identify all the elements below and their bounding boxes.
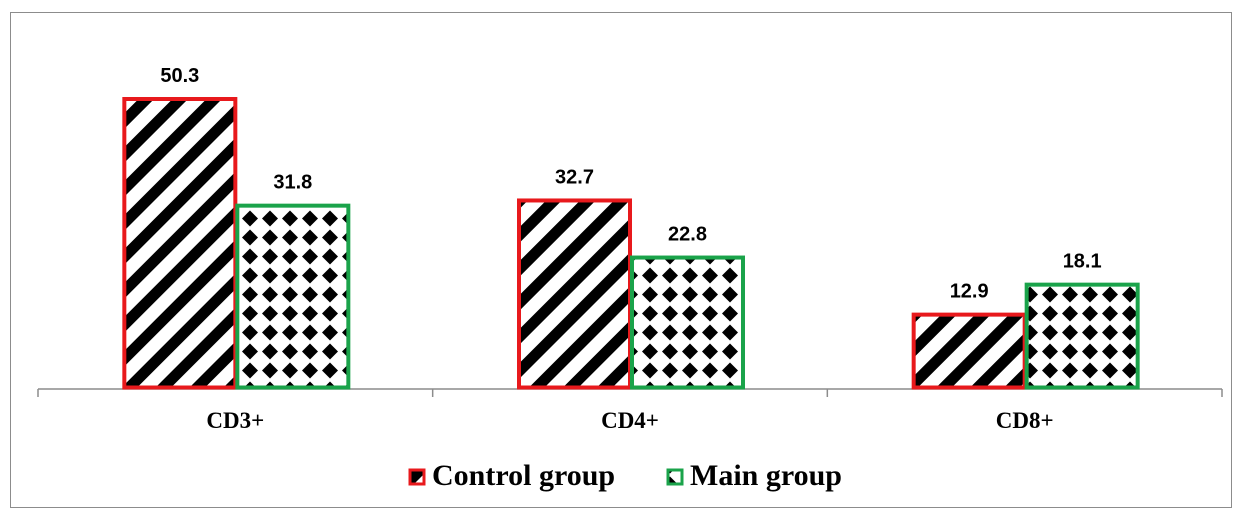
category-label: CD4+ [601, 408, 659, 433]
legend-swatch [408, 468, 426, 486]
bar-control-group-cd3plus [122, 97, 238, 390]
legend-label: Control group [432, 459, 615, 492]
data-label: 18.1 [1063, 251, 1102, 273]
legend-label: Main group [690, 459, 842, 492]
data-label: 12.9 [950, 281, 989, 303]
category-label: CD8+ [996, 408, 1054, 433]
bar-main-group-cd4plus [630, 255, 745, 390]
data-label: 32.7 [555, 166, 594, 188]
data-label: 50.3 [160, 65, 199, 87]
category-label: CD3+ [206, 408, 264, 433]
legend-swatch [666, 468, 684, 486]
bar-control-group-cd8plus [911, 312, 1027, 390]
data-label: 22.8 [668, 224, 707, 246]
bar-main-group-cd8plus [1024, 282, 1140, 390]
bar-control-group-cd4plus [517, 198, 632, 390]
data-label: 31.8 [273, 172, 312, 194]
bar-main-group-cd3plus [235, 203, 351, 390]
